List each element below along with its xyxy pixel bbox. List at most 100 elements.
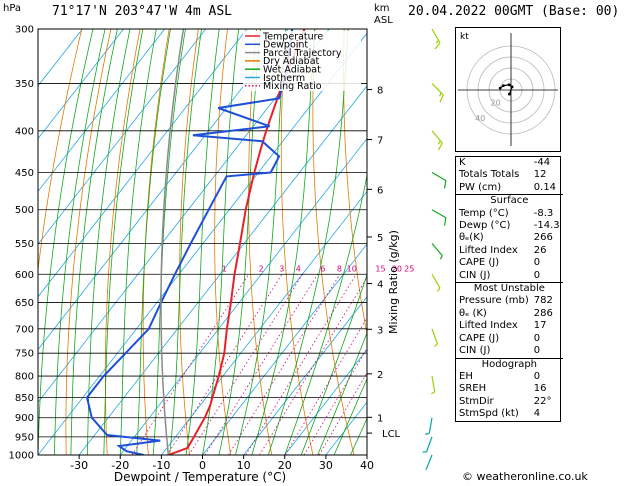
wind-barb-staff (425, 454, 433, 471)
altitude-unit-label: km ASL (374, 3, 393, 27)
row-surface-theta: θₑ(K) 266 (459, 232, 553, 244)
row-surface-dewp: Dewp (°C) -14.3 (459, 220, 560, 232)
pressure-tick-label: 850 (15, 393, 34, 404)
totals-label: Totals Totals (459, 169, 520, 181)
pressure-tick-label: 400 (15, 126, 34, 137)
pressure-tick-label: 800 (15, 372, 34, 383)
altitude-axis: 8 7 6 5 4 3 2 1 LCL (367, 86, 401, 440)
hodograph-point (507, 83, 511, 87)
temperature-axis: -30 -20 -10 0 10 20 30 40 (70, 455, 374, 472)
mixing-ratio-label: 6 (320, 264, 325, 273)
x-tick-label: -30 (70, 459, 88, 472)
legend-label: Wet Adiabat (263, 65, 321, 76)
wind-barb-flag (437, 287, 441, 292)
pressure-unit-label: hPa (3, 3, 22, 14)
row-stmdir: StmDir 22° (459, 395, 552, 407)
mixing-ratio-line (228, 274, 341, 455)
forecast-datetime: 20.04.2022 00GMT (Base: 00) (408, 4, 620, 19)
wind-barb-flag (437, 140, 441, 145)
row-totals: Totals Totals 12 (456, 169, 563, 181)
wind-barb-flag (434, 343, 438, 347)
pressure-tick-label: 700 (15, 324, 34, 335)
wind-barb-flag (425, 432, 430, 435)
wind-barb-staff (431, 243, 443, 257)
pressure-tick-label: 500 (15, 205, 34, 216)
wet-adiabat-line (119, 29, 157, 455)
hodograph-trace (498, 83, 514, 96)
row-stmspd: StmSpd (kt) 4 (459, 408, 541, 420)
mixing-ratio-line (303, 347, 367, 455)
row-mu-cin: CIN (J) 0 (459, 345, 541, 357)
pw-value: 0.14 (533, 181, 557, 193)
row-surface-li: Lifted Index 26 (459, 244, 547, 256)
most-unstable-header: Most Unstable (456, 282, 563, 296)
pressure-tick-label: 650 (15, 298, 34, 309)
copyright: © weatheronline.co.uk (462, 470, 588, 483)
isotherm-line (38, 29, 124, 140)
mixing-ratio-label: 20 (392, 264, 402, 273)
x-tick-label: 20 (278, 459, 292, 472)
hodograph-point (507, 92, 511, 96)
wet-adiabat-line (333, 377, 367, 455)
mixing-ratio-labels: 1 2 3 4 6 8 10 15 20 25 (222, 264, 415, 273)
pressure-tick-label: 900 (15, 413, 34, 424)
mixing-ratio-label: 15 (375, 264, 385, 273)
legend-label: Temperature (262, 31, 323, 42)
mixing-ratio-label: 2 (259, 264, 264, 273)
wind-barb-flag (443, 217, 447, 226)
wind-barb-flag (434, 42, 441, 50)
pressure-tick-label: 750 (15, 349, 34, 360)
row-eh: EH 0 (459, 370, 541, 382)
row-mu-pressure: Pressure (mb) 782 (459, 295, 553, 307)
mixing-ratio-label: 10 (347, 264, 357, 273)
isotherm-line (243, 296, 367, 455)
hodograph-point (498, 86, 502, 90)
isotherm-line (38, 29, 83, 87)
x-tick-label: 30 (319, 459, 333, 472)
x-axis-label: Dewpoint / Temperature (°C) (114, 470, 286, 484)
hodograph-header: Hodograph (456, 357, 563, 371)
isotherm-line (78, 85, 367, 455)
hodograph-ring-label: 20 (491, 98, 501, 107)
pw-label: PW (cm) (459, 181, 502, 193)
row-surface-cin: CIN (J) 0 (459, 269, 541, 281)
wind-barb-staff (431, 209, 447, 219)
mixing-ratio-line (188, 274, 303, 455)
hodograph-path (499, 84, 513, 95)
row-pw: PW (cm) 0.14 (456, 182, 563, 195)
altitude-tick-label: 1 (377, 413, 383, 424)
row-mu-cape: CAPE (J) 0 (459, 332, 541, 344)
isotherm-line (38, 32, 367, 455)
legend-background (243, 31, 361, 91)
wind-barb-flag (439, 94, 444, 103)
legend-label: Dry Adiabat (263, 56, 320, 67)
isotherm-line (202, 243, 367, 455)
wind-barb-flag (439, 255, 443, 260)
hodograph-ring-label: 40 (475, 114, 485, 123)
mixing-ratio-label: 1 (222, 264, 227, 273)
mixing-ratio-line (131, 274, 250, 455)
indices-panel: K -44 Totals Totals 12 PW (cm) 0.14 Surface… (455, 156, 563, 422)
dewpoint-profile-line (85, 29, 294, 455)
wet-adiabat-line (284, 173, 367, 455)
wet-adiabat-line (136, 29, 171, 455)
wet-adiabat-line (86, 29, 131, 455)
isotherm-line (119, 138, 367, 455)
pressure-tick-label: 350 (15, 79, 34, 90)
isotherm-line (38, 29, 248, 298)
mixing-ratio-label: 25 (404, 264, 414, 273)
legend-label: Parcel Trajectory (263, 48, 342, 59)
mixing-ratio-label: 8 (337, 264, 342, 273)
wet-adiabat-line (235, 29, 287, 455)
wind-barb-staff (431, 273, 441, 289)
pressure-tick-label: 450 (15, 168, 34, 179)
hodograph-panel: kt 20 40 (455, 27, 561, 152)
pressure-tick-label: 1000 (9, 451, 34, 462)
k-value: -44 (533, 157, 551, 168)
wind-barb-staff (431, 171, 447, 181)
profiles (85, 29, 306, 455)
altitude-tick-label: 4 (377, 280, 383, 291)
